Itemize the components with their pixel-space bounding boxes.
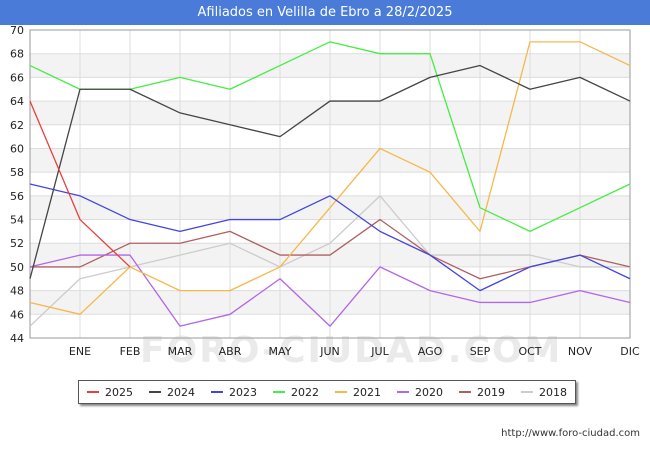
legend-label: 2021 <box>353 385 381 399</box>
y-tick-label: 52 <box>10 237 24 250</box>
series-line-2025 <box>29 100 131 268</box>
x-tick-label: FEB <box>120 345 141 358</box>
x-tick-label: SEP <box>470 345 491 358</box>
series-line-2020 <box>29 254 631 327</box>
x-tick-label: DIC <box>620 345 640 358</box>
legend-label: 2023 <box>229 385 257 399</box>
legend-item-2021: 2021 <box>335 386 381 399</box>
y-tick-label: 64 <box>10 95 24 108</box>
x-tick-label: NOV <box>568 345 593 358</box>
y-tick-label: 58 <box>10 166 24 179</box>
y-tick-label: 44 <box>10 332 24 345</box>
legend-swatch <box>273 391 285 393</box>
series-line-2024 <box>29 64 631 279</box>
legend-swatch <box>211 391 223 393</box>
x-tick-label: MAR <box>168 345 193 358</box>
legend-item-2018: 2018 <box>521 386 567 399</box>
y-tick-label: 60 <box>10 142 24 155</box>
legend-label: 2020 <box>415 385 443 399</box>
legend-item-2023: 2023 <box>211 386 257 399</box>
x-tick-label: ABR <box>219 345 242 358</box>
legend-label: 2024 <box>167 385 195 399</box>
legend-label: 2025 <box>105 385 133 399</box>
x-tick-label: JUL <box>370 345 389 358</box>
source-url[interactable]: http://www.foro-ciudad.com <box>501 428 640 439</box>
legend-label: 2019 <box>477 385 505 399</box>
y-tick-label: 56 <box>10 190 24 203</box>
y-tick-label: 70 <box>10 24 24 37</box>
chart-legend: 2025 2024 2023 2022 2021 2020 2019 2018 <box>78 380 576 404</box>
x-tick-label: OCT <box>518 345 541 358</box>
legend-swatch <box>335 391 347 393</box>
x-tick-label: JUN <box>319 345 340 358</box>
legend-item-2020: 2020 <box>397 386 443 399</box>
legend-swatch <box>87 391 99 393</box>
legend-swatch <box>459 391 471 393</box>
y-tick-label: 62 <box>10 119 24 132</box>
legend-label: 2022 <box>291 385 319 399</box>
legend-swatch <box>521 391 533 393</box>
legend-swatch <box>397 391 409 393</box>
legend-item-2025: 2025 <box>87 386 133 399</box>
legend-label: 2018 <box>539 385 567 399</box>
watermark: FORO-CIUDAD.COM <box>140 330 563 371</box>
y-tick-label: 54 <box>10 214 24 227</box>
y-tick-label: 50 <box>10 261 24 274</box>
y-tick-label: 66 <box>10 71 24 84</box>
legend-swatch <box>149 391 161 393</box>
legend-item-2024: 2024 <box>149 386 195 399</box>
legend-item-2019: 2019 <box>459 386 505 399</box>
y-tick-label: 46 <box>10 308 24 321</box>
y-tick-label: 68 <box>10 48 24 61</box>
legend-item-2022: 2022 <box>273 386 319 399</box>
chart-title: Afiliados en Velilla de Ebro a 28/2/2025 <box>0 0 650 25</box>
y-tick-label: 48 <box>10 285 24 298</box>
series-line-2023 <box>29 183 631 292</box>
x-tick-label: ENE <box>69 345 91 358</box>
x-tick-label: AGO <box>418 345 443 358</box>
x-tick-label: MAY <box>269 345 292 358</box>
